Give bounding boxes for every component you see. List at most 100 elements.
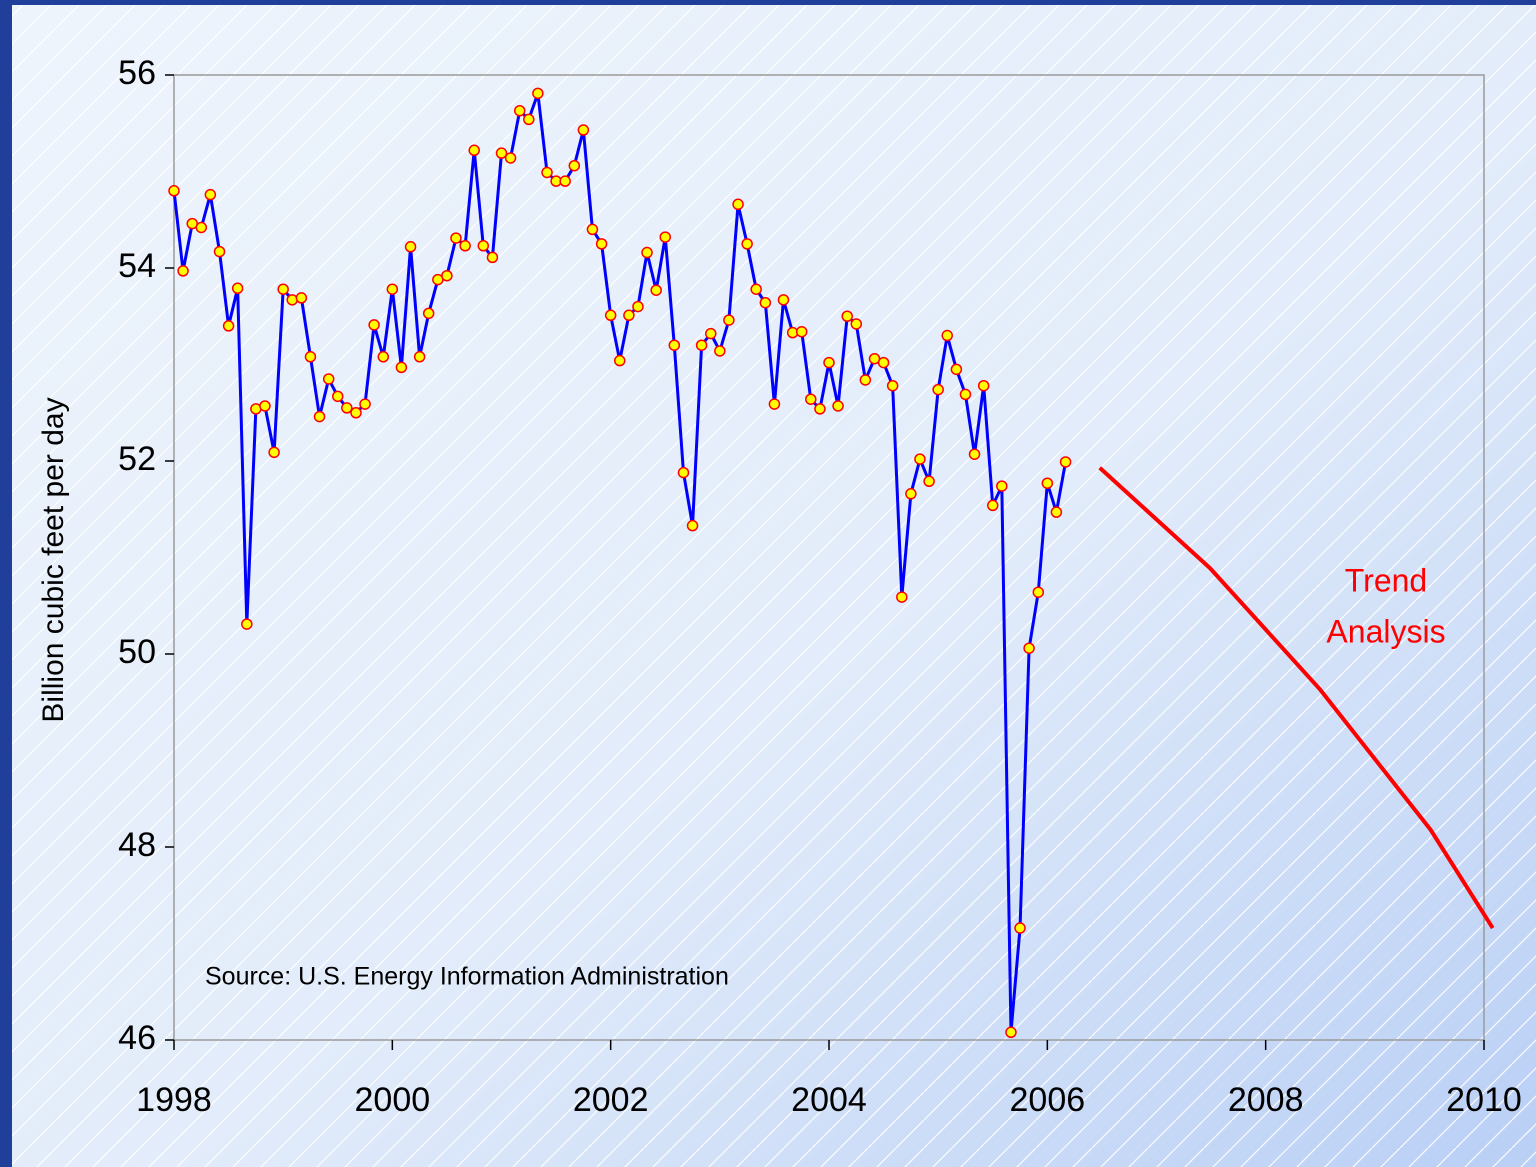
data-point <box>932 383 944 396</box>
data-point <box>450 232 462 244</box>
data-point <box>968 448 981 460</box>
data-point <box>204 188 217 201</box>
data-point <box>741 238 753 250</box>
source-annotation: Source: U.S. Energy Information Administ… <box>205 963 729 991</box>
data-point <box>795 325 808 338</box>
series-line <box>1098 466 1495 930</box>
data-point <box>377 351 390 363</box>
data-point <box>468 144 480 157</box>
data-point <box>859 374 872 386</box>
data-point <box>341 402 353 414</box>
data-point <box>595 238 608 250</box>
data-point <box>259 400 271 412</box>
x-tick-label: 2010 <box>1446 1081 1522 1119</box>
y-tick-label: 52 <box>118 440 156 478</box>
data-point <box>641 246 653 259</box>
data-point <box>886 379 899 392</box>
data-point <box>805 393 817 405</box>
data-point <box>705 327 717 340</box>
data-point <box>686 519 699 532</box>
data-point <box>177 265 189 277</box>
data-point <box>877 356 890 369</box>
data-point <box>532 87 544 100</box>
data-point <box>613 354 626 367</box>
data-point <box>623 309 635 322</box>
data-point <box>586 223 599 236</box>
data-point <box>732 198 744 211</box>
data-point <box>368 319 380 331</box>
data-point <box>395 361 408 374</box>
data-point <box>923 475 935 488</box>
data-point <box>1023 642 1035 654</box>
data-point <box>905 488 917 500</box>
data-point <box>604 309 617 322</box>
data-point <box>1005 1026 1017 1039</box>
data-point <box>413 351 426 363</box>
data-point <box>850 318 863 330</box>
data-point <box>1059 456 1072 468</box>
data-point <box>195 221 208 234</box>
data-point <box>268 446 280 459</box>
data-point <box>1032 586 1045 598</box>
x-tick-label: 2000 <box>355 1081 431 1119</box>
data-point <box>695 339 708 351</box>
data-point <box>295 292 308 304</box>
data-point <box>404 241 417 253</box>
y-tick-label: 54 <box>118 247 156 285</box>
data-point <box>1014 922 1026 934</box>
data-point <box>668 339 681 351</box>
data-point <box>759 296 772 309</box>
data-point <box>914 453 926 465</box>
data-point <box>723 314 735 326</box>
data-point <box>632 300 644 313</box>
data-point <box>559 175 571 187</box>
data-point <box>222 320 235 332</box>
data-point <box>659 231 671 243</box>
data-point <box>304 351 317 363</box>
data-point <box>350 407 362 419</box>
data-point <box>477 240 490 252</box>
data-point <box>313 410 326 423</box>
x-tick-label: 1998 <box>136 1081 212 1119</box>
y-tick-label: 46 <box>118 1019 156 1057</box>
data-point <box>277 283 289 295</box>
data-point <box>577 124 590 136</box>
data-point <box>1050 506 1063 518</box>
data-point <box>823 356 835 369</box>
data-point <box>422 307 435 320</box>
data-point <box>714 345 726 357</box>
background-hatch <box>12 5 1536 1167</box>
x-tick-label: 2006 <box>1010 1081 1086 1119</box>
data-point <box>977 379 990 392</box>
data-point <box>814 403 826 415</box>
y-tick-label: 48 <box>118 826 156 864</box>
y-tick-label: 56 <box>118 54 156 92</box>
x-tick-label: 2008 <box>1228 1081 1304 1119</box>
data-point <box>322 373 335 385</box>
data-point <box>832 400 844 412</box>
data-point <box>286 294 298 306</box>
data-point <box>231 282 244 295</box>
data-point <box>950 363 963 376</box>
data-point <box>996 480 1008 492</box>
data-point <box>441 269 453 282</box>
data-point <box>841 310 853 322</box>
data-point <box>486 251 499 264</box>
x-tick-label: 2002 <box>573 1081 649 1119</box>
data-point <box>768 398 781 410</box>
data-point <box>541 166 553 179</box>
data-point <box>677 466 690 479</box>
x-tick-label: 2004 <box>791 1081 867 1119</box>
data-point <box>896 591 908 603</box>
data-point <box>513 104 526 117</box>
trend-label: Trend <box>1345 562 1427 598</box>
data-point <box>359 398 371 410</box>
data-point <box>1041 477 1054 489</box>
data-point <box>523 113 535 126</box>
data-point <box>386 283 399 295</box>
y-tick-label: 50 <box>118 633 156 671</box>
data-point <box>650 284 662 296</box>
data-point <box>459 240 471 252</box>
data-point <box>941 329 953 342</box>
